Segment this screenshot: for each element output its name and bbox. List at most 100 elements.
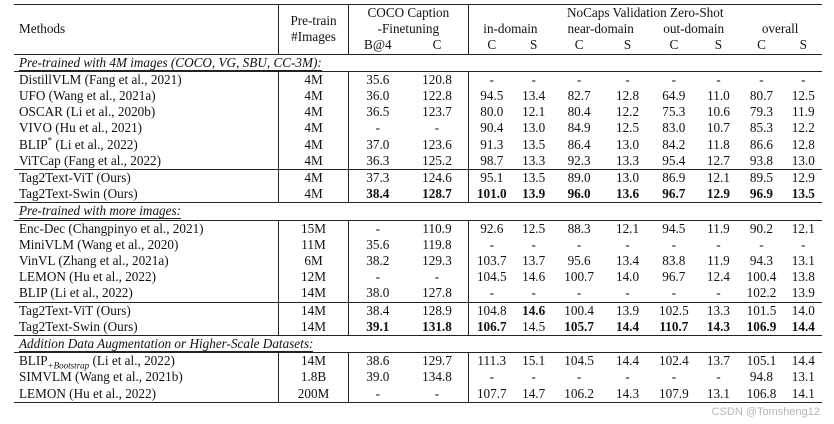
score-cell: 11.8 [707, 136, 730, 152]
method-name-text: LEMON (Hu et al., 2022) [19, 269, 156, 285]
score-cell: 110.7 [649, 319, 698, 336]
table-row: UFO (Wang et al., 2021a) 4M 36.0 122.8 94.5 1… [14, 88, 822, 105]
pretrain-images: 14M [277, 352, 349, 370]
score-cell: - [531, 285, 536, 301]
score-cell: 14.4 [785, 319, 822, 336]
score-cell: 39.1 [348, 318, 407, 336]
method-name-text: DistillVLM (Fang et al., 2021) [19, 71, 182, 87]
score-cell: - [348, 120, 407, 137]
method-citation: (Li et al., 2022) [52, 136, 138, 152]
score-cell: 129.7 [406, 352, 469, 370]
score-cell: 84.9 [567, 120, 591, 136]
score-cell: 101.5 [738, 301, 785, 319]
score-cell: 96.7 [662, 269, 686, 285]
method-name-text: VinVL (Zhang et al., 2021a) [19, 253, 169, 269]
score-cell: 14.6 [515, 301, 553, 319]
score-cell: 106.2 [552, 385, 606, 403]
score-cell: - [759, 236, 764, 252]
score-cell: 13.5 [522, 136, 546, 152]
method-name: BLIP* (Li et al., 2022) [14, 136, 278, 153]
score-cell: 37.0 [348, 136, 407, 153]
score-cell: 12.9 [699, 186, 739, 203]
section-header: Pre-trained with 4M images (COCO, VG, SB… [14, 53, 822, 72]
score-cell: 79.3 [749, 104, 773, 120]
table-row: ViTCap (Fang et al., 2022) 4M 36.3 125.2 98.… [14, 152, 822, 170]
score-best: 96.0 [567, 186, 591, 202]
score-cell: 90.4 [467, 120, 516, 137]
score-cell: 89.0 [552, 169, 606, 187]
method-name: Tag2Text-Swin (Ours) [14, 319, 278, 336]
table-row: BLIP (Li et al., 2022) 14M 38.0 127.8- - - - - -… [14, 285, 822, 303]
table-row: Tag2Text-Swin (Ours) 14M 39.1 131.8 106.7 14.… [14, 318, 822, 336]
score-cell: 38.4 [348, 301, 407, 319]
score-best: 110.7 [659, 318, 689, 334]
score-cell: 14.1 [784, 385, 822, 403]
score-cell: 15.1 [515, 352, 553, 370]
section-title: Pre-trained with 4M images (COCO, VG, SB… [19, 54, 322, 71]
table-row: MiniVLM (Wang et al., 2020) 11M 35.6 119.8-… [14, 236, 822, 254]
score-cell: 83.0 [662, 120, 686, 136]
header-coco-line2: -Finetuning [377, 21, 440, 37]
score-cell: 37.3 [348, 169, 407, 187]
pretrain-images: 6M [277, 253, 349, 270]
score-cell: 12.8 [615, 88, 640, 104]
score-cell: - [625, 236, 630, 252]
score-cell: 94.5 [649, 219, 699, 237]
score-cell: 100.4 [552, 301, 606, 319]
method-name: LEMON (Hu et al., 2022) [14, 269, 278, 285]
method-name-text: Tag2Text-Swin (Ours) [19, 186, 138, 202]
score-cell: 96.9 [738, 186, 784, 203]
score-cell: 105.1 [738, 352, 785, 370]
method-name: ViTCap (Fang et al., 2022) [14, 153, 278, 170]
score-cell: 90.2 [738, 219, 785, 237]
score-cell: 11.9 [698, 219, 739, 237]
header-overall: overall [761, 21, 799, 37]
score-cell: 13.4 [522, 88, 546, 104]
score-best: 14.4 [791, 318, 815, 334]
score-cell: 83.8 [662, 253, 686, 269]
method-name-text: OSCAR (Li et al., 2020b) [19, 104, 156, 120]
score-cell: - [671, 236, 677, 252]
method-name: Tag2Text-ViT (Ours) [14, 301, 279, 319]
score-best: 106.7 [476, 318, 507, 334]
score-cell: - [649, 70, 699, 89]
header-overall-c: C [757, 37, 766, 53]
score-cell: 92.6 [467, 219, 516, 237]
method-name-text: VIVO (Hu et al., 2021) [19, 120, 143, 136]
score-cell: 103.7 [467, 253, 516, 270]
score-cell: 12.5 [615, 120, 640, 136]
score-cell: 12.5 [791, 88, 815, 104]
header-in-s: S [529, 37, 538, 53]
score-cell: 38.2 [348, 253, 407, 270]
method-citation: (Li et al., 2022) [89, 353, 175, 369]
score-best: 106.9 [746, 318, 777, 334]
score-best: 38.4 [366, 186, 390, 202]
method-name: OSCAR (Li et al., 2020b) [14, 104, 278, 120]
header-pretrain-line2: #Images [291, 29, 336, 45]
score-best: 13.6 [615, 186, 640, 202]
method-name-text: BLIP (Li et al., 2022) [19, 285, 133, 301]
method-name: MiniVLM (Wang et al., 2020) [14, 237, 278, 253]
score-cell: 10.7 [706, 120, 730, 136]
score-cell: 14.5 [522, 318, 546, 334]
method-name: BLIP (Li et al., 2022) [14, 285, 278, 302]
score-cell: 13.0 [605, 169, 650, 187]
score-cell: 110.9 [406, 219, 469, 237]
score-cell: - [625, 369, 630, 385]
score-cell: 100.7 [564, 269, 594, 285]
score-best: 131.8 [422, 318, 452, 334]
score-cell: 89.5 [738, 169, 785, 187]
score-cell: 12.7 [706, 152, 730, 168]
table-row: Enc-Dec (Changpinyo et al., 2021) 15M -110… [14, 219, 822, 237]
score-cell: 14.0 [615, 269, 640, 285]
score-cell: 106.7 [467, 318, 516, 336]
score-cell: 12.1 [698, 169, 739, 187]
score-cell: 11.9 [707, 253, 730, 269]
score-cell: 12.9 [784, 169, 822, 187]
score-cell: 101.0 [467, 186, 516, 203]
table-row: Tag2Text-ViT (Ours) 4M 37.3 124.6 95.1 13.5 89… [14, 169, 822, 187]
score-cell: 100.4 [746, 269, 777, 285]
score-cell: - [348, 219, 407, 237]
score-cell: 107.9 [649, 385, 699, 403]
pretrain-images: 15M [277, 219, 349, 237]
